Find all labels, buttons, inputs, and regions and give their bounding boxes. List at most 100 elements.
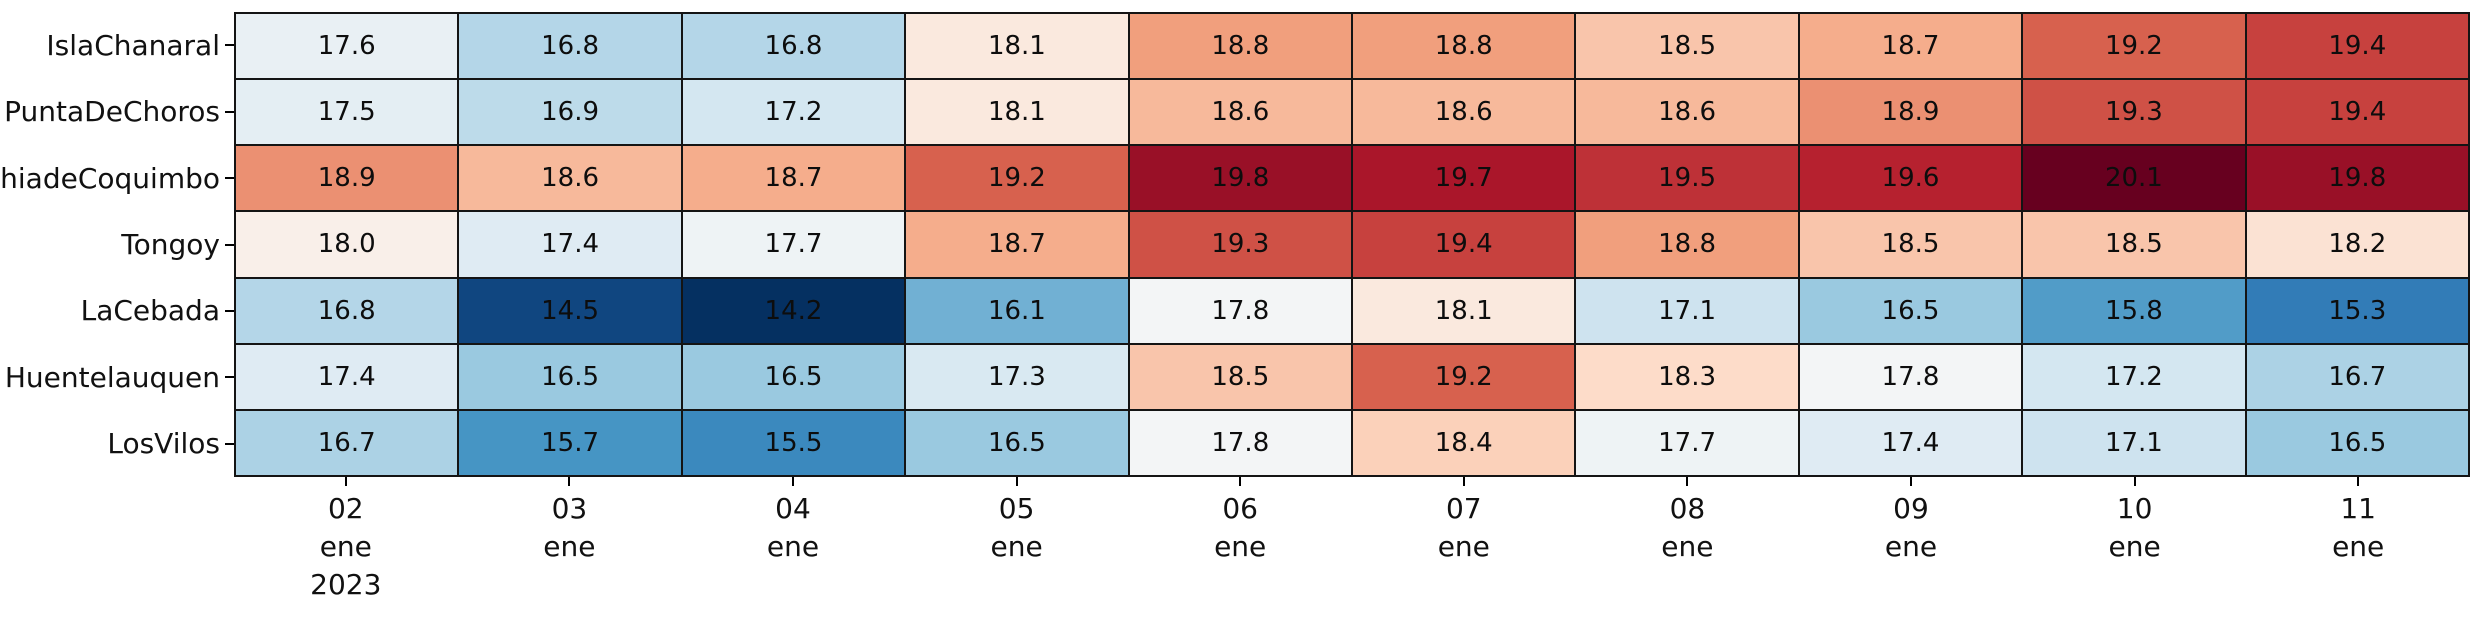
heatmap-cell: 18.6 [1352, 80, 1575, 145]
row-label: Huentelauquen [4, 360, 220, 394]
x-tick-mark [1239, 477, 1242, 486]
row-label: PuntaDeChoros [4, 95, 220, 129]
heatmap-cell: 19.4 [2246, 80, 2468, 145]
x-tick-mark [568, 477, 571, 486]
heatmap-cell: 18.1 [906, 14, 1128, 79]
heatmap-cell: 20.1 [2023, 146, 2245, 211]
heatmap-cell: 19.6 [1799, 146, 2022, 211]
x-tick-label: 07 ene [1437, 492, 1490, 563]
heatmap-cell: 18.7 [1799, 14, 2022, 79]
heatmap-cell: 19.5 [1576, 146, 1798, 211]
heatmap-cell: 18.8 [1352, 14, 1575, 79]
heatmap-cell: 19.2 [906, 146, 1128, 211]
heatmap-cell: 18.5 [1129, 344, 1351, 409]
row-label: IslaChanaral [46, 28, 220, 62]
heatmap-cell: 19.3 [2023, 80, 2245, 145]
heatmap-cell: 17.4 [1799, 410, 2022, 475]
x-tick-mark [1015, 477, 1018, 486]
heatmap-cell: 16.8 [459, 14, 681, 79]
x-tick-label: 05 ene [990, 492, 1043, 563]
heatmap-cell: 19.2 [2023, 14, 2245, 79]
heatmap-cell: 17.6 [236, 14, 458, 79]
x-tick-label: 04 ene [766, 492, 820, 563]
heatmap-cell: 18.9 [1799, 80, 2022, 145]
heatmap-cell: 16.1 [906, 278, 1128, 343]
heatmap-cell: 18.9 [236, 146, 458, 211]
row-label: Tongoy [121, 228, 220, 261]
row-label: LosVilos [107, 427, 220, 461]
heatmap-cell: 18.5 [1576, 14, 1798, 79]
y-tick-mark [225, 442, 234, 445]
y-tick-mark [225, 44, 234, 47]
heatmap-cell: 16.8 [682, 14, 905, 79]
heatmap-cell: 18.6 [1129, 80, 1351, 145]
y-tick-mark [225, 309, 234, 312]
y-tick-mark [225, 243, 234, 246]
heatmap-cell: 19.7 [1352, 146, 1575, 211]
heatmap-cell: 19.8 [1129, 146, 1351, 211]
heatmap-cell: 14.5 [459, 278, 681, 343]
heatmap-cell: 17.1 [2023, 410, 2245, 475]
heatmap-cell: 16.5 [459, 344, 681, 409]
y-tick-mark [225, 177, 234, 180]
heatmap-cell: 19.2 [1352, 344, 1575, 409]
heatmap-cell: 14.2 [682, 278, 905, 343]
heatmap-cell: 18.5 [1799, 212, 2022, 277]
heatmap-cell: 17.8 [1129, 278, 1351, 343]
y-tick-mark [225, 110, 234, 113]
x-tick-mark [1910, 477, 1912, 486]
heatmap-cell: 17.7 [1576, 410, 1798, 475]
heatmap-cell: 19.8 [2246, 146, 2468, 211]
heatmap-cell: 16.5 [2246, 410, 2468, 475]
row-label: BahiadeCoquimbo [0, 161, 220, 195]
heatmap-cell: 16.5 [906, 410, 1128, 475]
heatmap-cell: 17.5 [236, 80, 458, 145]
heatmap-cell: 16.5 [1799, 278, 2022, 343]
x-tick-mark [1686, 477, 1689, 486]
heatmap-cell: 19.4 [2246, 14, 2468, 79]
heatmap-cell: 18.1 [1352, 278, 1575, 343]
heatmap-cell: 18.2 [2246, 212, 2468, 277]
heatmap-cell: 18.6 [1576, 80, 1798, 145]
heatmap-cell: 18.0 [236, 212, 458, 277]
x-tick-mark [2357, 477, 2360, 486]
x-tick-label: 02 ene 2023 [310, 492, 382, 601]
y-tick-mark [225, 376, 234, 379]
heatmap-cell: 16.7 [236, 410, 458, 475]
x-tick-mark [792, 477, 794, 486]
heatmap-cell: 19.3 [1129, 212, 1351, 277]
heatmap-cell: 18.8 [1129, 14, 1351, 79]
heatmap-cell: 17.2 [682, 80, 905, 145]
heatmap-cell: 15.8 [2023, 278, 2245, 343]
x-tick-label: 10 ene [2108, 492, 2161, 563]
heatmap-cell: 16.5 [682, 344, 905, 409]
heatmap-cell: 18.6 [459, 146, 681, 211]
heatmap-cell: 17.8 [1129, 410, 1351, 475]
heatmap-cell: 15.5 [682, 410, 905, 475]
x-tick-label: 03 ene [543, 492, 596, 563]
heatmap-cell: 18.7 [682, 146, 905, 211]
heatmap-cell: 17.2 [2023, 344, 2245, 409]
heatmap-cell: 18.7 [906, 212, 1128, 277]
x-tick-label: 09 ene [1884, 492, 1938, 563]
heatmap-cell: 16.8 [236, 278, 458, 343]
heatmap-cell: 17.3 [906, 344, 1128, 409]
x-tick-mark [1462, 477, 1465, 486]
x-tick-mark [2133, 477, 2136, 486]
heatmap-cell: 15.7 [459, 410, 681, 475]
heatmap-cell: 16.9 [459, 80, 681, 145]
x-tick-label: 11 ene [2332, 492, 2385, 563]
x-tick-mark [344, 477, 347, 486]
heatmap-cell: 18.8 [1576, 212, 1798, 277]
heatmap-cell: 18.1 [906, 80, 1128, 145]
heatmap-cell: 17.7 [682, 212, 905, 277]
x-tick-label: 08 ene [1661, 492, 1714, 563]
heatmap-cell: 17.1 [1576, 278, 1798, 343]
heatmap-cell: 15.3 [2246, 278, 2468, 343]
heatmap-cell: 17.4 [236, 344, 458, 409]
heatmap-cell: 16.7 [2246, 344, 2468, 409]
heatmap-cell: 18.3 [1576, 344, 1798, 409]
heatmap-cell: 18.5 [2023, 212, 2245, 277]
row-label: LaCebada [80, 294, 220, 328]
